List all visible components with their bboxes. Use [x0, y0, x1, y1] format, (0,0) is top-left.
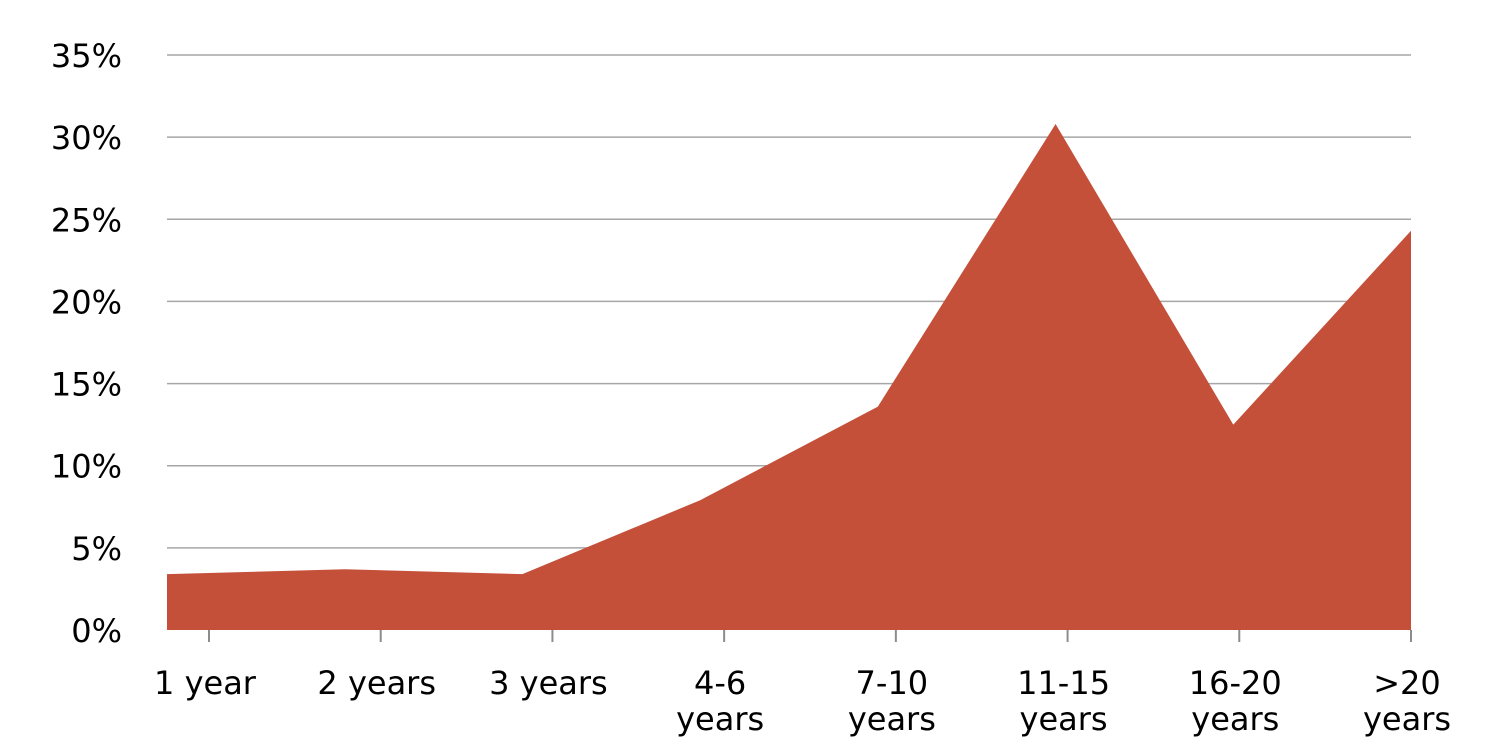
y-tick-label-3: 15%: [51, 366, 122, 404]
x-tick-label-5: 11-15 years: [1017, 664, 1110, 738]
x-axis-tick-labels: 1 year 2 years 3 years 4-6 years 7-10 years 11-…: [154, 664, 1451, 738]
area-series-0: [167, 124, 1411, 630]
area-series: [167, 124, 1411, 630]
y-axis-tick-labels: 0% 5% 10% 15% 20% 25% 30% 35%: [51, 37, 122, 650]
y-tick-label-7: 35%: [51, 37, 122, 75]
x-tick-label-0: 1 year: [154, 664, 257, 702]
y-tick-label-6: 30%: [51, 119, 122, 157]
y-tick-label-4: 20%: [51, 283, 122, 321]
y-tick-label-1: 5%: [71, 530, 122, 568]
x-tick-label-6: 16-20 years: [1189, 664, 1282, 738]
x-tick-label-7: >20 years: [1363, 664, 1451, 738]
y-tick-label-5: 25%: [51, 201, 122, 239]
y-tick-label-2: 10%: [51, 448, 122, 486]
x-tick-label-4: 7-10 years: [848, 664, 936, 738]
x-tick-label-3: 4-6 years: [676, 664, 764, 738]
gridlines: [167, 54, 1411, 549]
x-tick-label-2: 3 years: [489, 664, 608, 702]
x-axis-tick-marks: [208, 630, 1412, 642]
x-tick-label-1: 2 years: [317, 664, 436, 702]
y-tick-label-0: 0%: [71, 612, 122, 650]
